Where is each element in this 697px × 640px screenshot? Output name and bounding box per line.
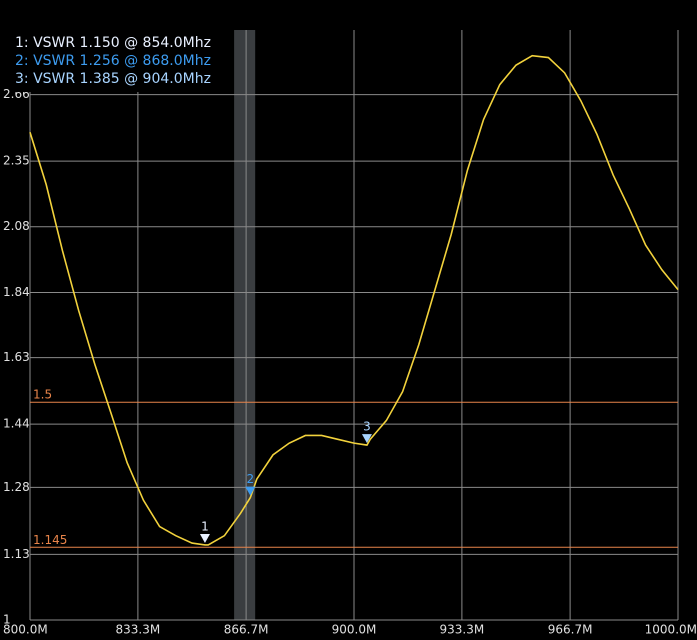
marker — [199, 533, 210, 543]
x-tick-label: 900.0M — [332, 623, 377, 637]
y-tick-label: 1.13 — [3, 547, 30, 561]
x-tick-label: 966.7M — [548, 623, 593, 637]
x-tick-label: 1000.0M — [645, 623, 697, 637]
marker-readout-bg — [10, 30, 234, 92]
highlight-band — [234, 30, 256, 620]
y-tick-label: 2.35 — [3, 154, 30, 168]
marker — [361, 434, 372, 444]
y-tick-label: 1.44 — [3, 417, 30, 431]
marker-readout: 3: VSWR 1.385 @ 904.0Mhz — [15, 71, 211, 87]
x-tick-label: 866.7M — [224, 623, 269, 637]
y-tick-label: 1.28 — [3, 480, 30, 494]
reference-label: 1.145 — [33, 533, 67, 547]
marker-id: 3 — [363, 420, 371, 434]
vswr-trace — [29, 54, 679, 546]
marker — [245, 486, 256, 496]
x-tick-label: 933.3M — [440, 623, 485, 637]
x-tick-label: 800.0M — [3, 623, 48, 637]
y-tick-label: 1.63 — [3, 350, 30, 364]
marker-id: 2 — [246, 472, 254, 486]
marker-readout: 1: VSWR 1.150 @ 854.0Mhz — [15, 35, 211, 51]
y-tick-label: 1.84 — [3, 285, 30, 299]
y-tick-label: 1 — [3, 613, 11, 627]
marker-id: 1 — [201, 519, 209, 533]
x-tick-label: 833.3M — [116, 623, 161, 637]
y-tick-label: 2.08 — [3, 219, 30, 233]
reference-label: 1.5 — [33, 388, 52, 402]
marker-readout: 2: VSWR 1.256 @ 868.0Mhz — [15, 53, 211, 69]
